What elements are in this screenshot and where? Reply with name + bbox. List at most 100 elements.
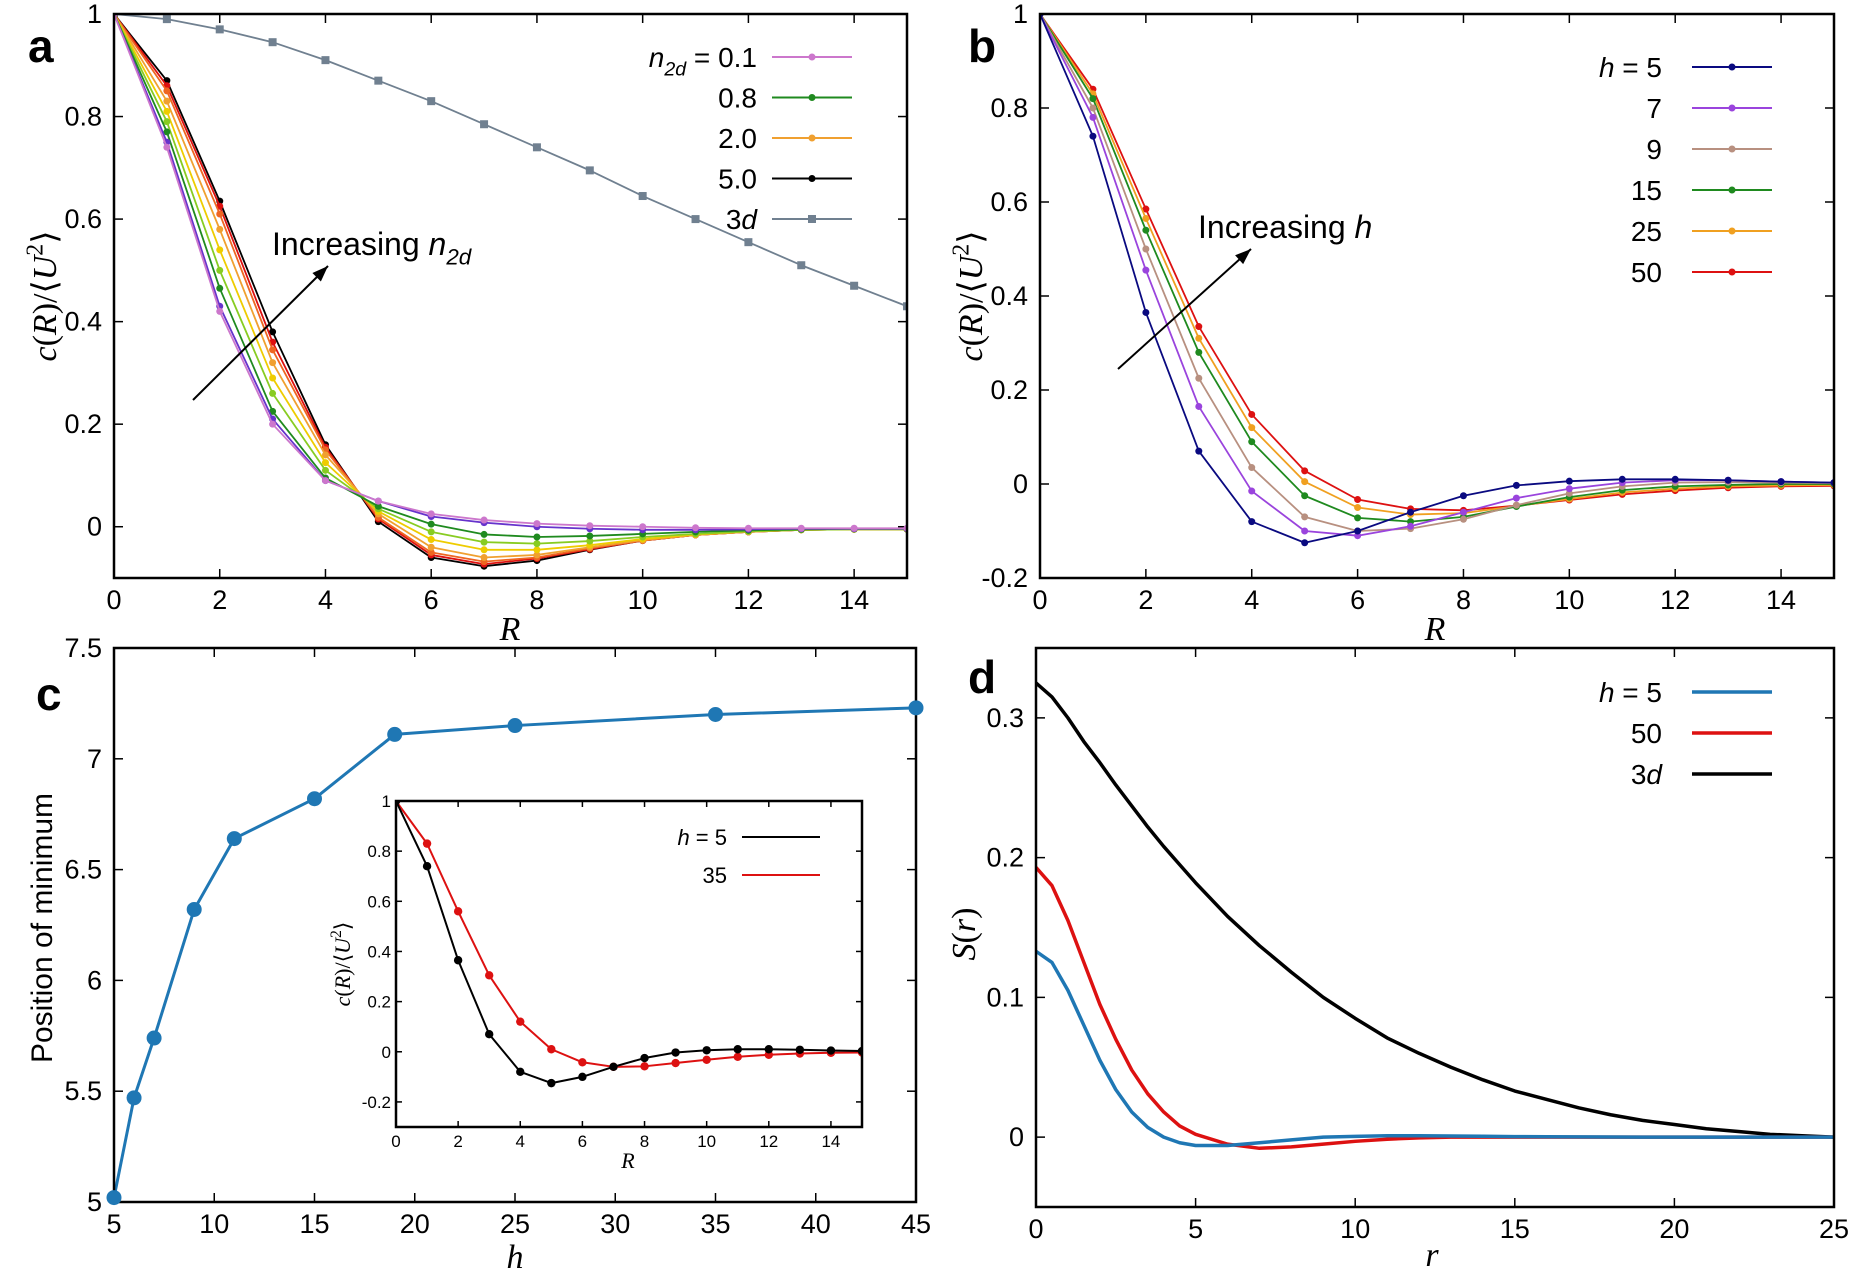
x-tick-label: 8 xyxy=(529,585,544,615)
y-tick-label: 0.8 xyxy=(64,102,102,132)
data-point xyxy=(1142,214,1150,222)
panel-letter-c: c xyxy=(36,668,62,720)
series-line-50 xyxy=(1040,14,1834,512)
data-point xyxy=(216,210,224,218)
legend-marker xyxy=(1728,186,1736,194)
y-tick-label: 0.4 xyxy=(64,307,102,337)
y-tick-label: 0.2 xyxy=(367,993,391,1012)
data-point xyxy=(427,510,435,518)
y-tick-label: 5.5 xyxy=(64,1076,102,1106)
y-tick-label: 7 xyxy=(87,744,102,774)
x-axis-label: r xyxy=(1425,1237,1439,1272)
data-point xyxy=(269,359,277,367)
series-line-h-5 xyxy=(1036,949,1834,1148)
data-point xyxy=(908,700,924,716)
data-point xyxy=(321,459,329,467)
data-point xyxy=(586,522,594,530)
x-tick-label: 4 xyxy=(516,1132,525,1151)
data-point xyxy=(163,87,171,95)
x-tick-label: 10 xyxy=(628,585,658,615)
legend-label-h-5: h = 5 xyxy=(1599,52,1662,83)
legend-marker xyxy=(808,215,816,223)
data-point xyxy=(374,497,382,505)
y-tick-label: 0.2 xyxy=(64,409,102,439)
series-group xyxy=(114,706,916,1198)
panel-letter-d: d xyxy=(968,651,996,703)
series-line-2-0 xyxy=(114,14,907,559)
x-tick-label: 10 xyxy=(697,1132,716,1151)
annotation-label: Increasing n2d xyxy=(272,226,473,270)
y-axis-label: c(R)/⟨U2⟩ xyxy=(22,231,64,362)
data-point xyxy=(427,548,435,556)
y-tick-label: 0.2 xyxy=(990,375,1028,405)
data-point xyxy=(1512,481,1520,489)
plot-frame xyxy=(1038,12,1836,580)
data-point xyxy=(453,907,463,916)
x-tick-label: 10 xyxy=(199,1209,229,1239)
x-tick-label: 30 xyxy=(600,1209,630,1239)
data-point xyxy=(547,1078,556,1088)
legend-marker xyxy=(1728,268,1736,276)
data-point xyxy=(422,862,432,871)
x-tick-label: 2 xyxy=(212,585,227,615)
data-point xyxy=(638,192,647,201)
data-point xyxy=(427,543,435,551)
legend-marker xyxy=(808,134,816,142)
legend-label-50: 50 xyxy=(1631,718,1662,749)
panel-letter-b: b xyxy=(968,20,996,72)
data-point xyxy=(126,1090,142,1106)
data-point xyxy=(1777,478,1785,486)
legend-label-3d: 3d xyxy=(726,204,759,235)
data-point xyxy=(1301,513,1309,521)
y-tick-label: 6.5 xyxy=(64,855,102,885)
data-point xyxy=(1142,308,1150,316)
data-point xyxy=(1089,113,1097,121)
data-point xyxy=(1248,518,1256,526)
data-point xyxy=(216,246,224,254)
series-group xyxy=(396,801,862,1088)
series-line-7 xyxy=(1040,14,1834,537)
data-point xyxy=(1248,464,1256,472)
y-tick-label: 0.8 xyxy=(990,93,1028,123)
data-point xyxy=(1618,475,1626,483)
legend: h = 5 7 9 15 25 50 xyxy=(1599,52,1772,288)
data-point xyxy=(1142,205,1150,213)
series-line-35 xyxy=(396,801,862,1068)
data-point xyxy=(1354,527,1362,535)
x-tick-label: 4 xyxy=(1244,585,1259,615)
data-point xyxy=(374,76,383,85)
panel-d: 0 5 10 15 20 25 0 0.1 0.2 0.3d r S(r) h = 5 50 3d xyxy=(946,646,1849,1272)
data-point xyxy=(422,839,432,848)
x-tick-label: 35 xyxy=(700,1209,730,1239)
data-point xyxy=(427,528,435,536)
data-point xyxy=(374,502,382,510)
data-point xyxy=(321,477,329,485)
data-point xyxy=(1459,515,1467,523)
data-point xyxy=(640,1053,649,1063)
x-tick-label: 0 xyxy=(1032,585,1047,615)
data-point xyxy=(586,537,594,545)
data-point xyxy=(702,1046,711,1055)
data-point xyxy=(1142,266,1150,274)
data-point xyxy=(639,523,647,531)
series-line-unlabeled xyxy=(114,14,907,531)
x-tick-label: 5 xyxy=(106,1209,121,1239)
series-line-0-8 xyxy=(114,14,907,538)
x-tick-label: 8 xyxy=(640,1132,649,1151)
data-point xyxy=(640,1062,649,1071)
data-point xyxy=(1248,424,1256,432)
panel-c-inset: 0 2 4 6 8 10 12 14 -0.2 0 0.2 0.4 0.6 0.8 1 Rc(R)/⟨U2⟩ h… xyxy=(328,792,864,1173)
annotation-label: Increasing h xyxy=(1198,209,1372,245)
x-axis-label: R xyxy=(1424,611,1446,648)
legend-label-15: 15 xyxy=(1631,175,1662,206)
legend-marker xyxy=(1728,145,1736,153)
data-point xyxy=(744,238,753,247)
series-line-15 xyxy=(1040,14,1834,523)
data-point xyxy=(733,1045,742,1054)
x-tick-label: 14 xyxy=(821,1132,840,1151)
x-tick-label: 6 xyxy=(578,1132,587,1151)
legend-marker xyxy=(1728,63,1736,71)
legend-label-h-5: h = 5 xyxy=(677,825,727,850)
legend: n2d = 0.10.8 2.0 5.0 3d xyxy=(649,42,852,235)
